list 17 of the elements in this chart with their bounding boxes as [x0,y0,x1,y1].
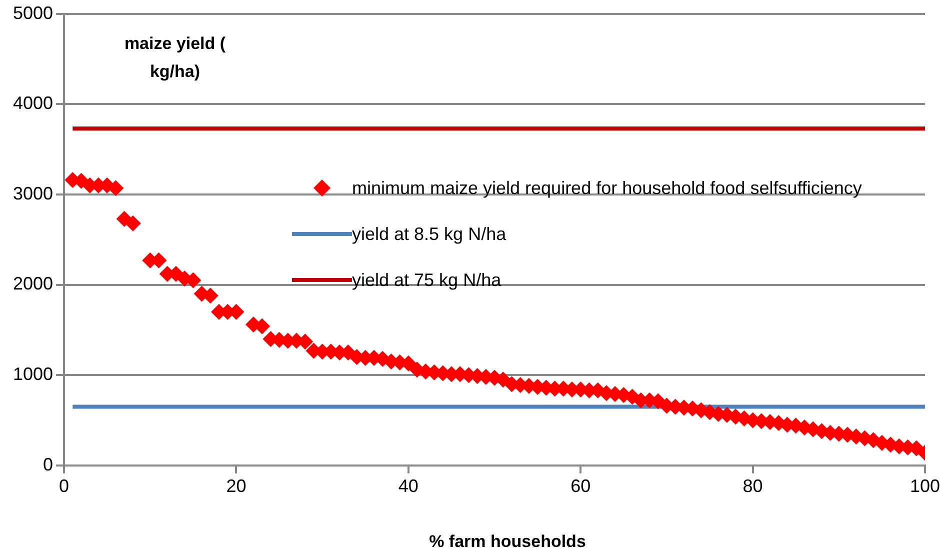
x-axis-title: % farm households [428,532,587,552]
y-tick-label: 2000 [12,274,54,294]
x-tick-label: 80 [742,476,763,496]
y-tick-label: 5000 [12,2,54,23]
y-axis-title: maize yield ( kg/ha) [123,33,227,83]
x-tick-label: 100 [910,476,940,496]
y-tick-label: 3000 [12,183,54,204]
x-tick-label: 40 [398,476,418,496]
legend-label: yield at 8.5 kg N/ha [352,223,508,246]
legend-label: minimum maize yield required for household food selfsufficiency [352,177,863,200]
y-tick-label: 4000 [12,93,54,114]
x-tick-label: 60 [570,476,591,496]
legend-label: yield at 75 kg N/ha [352,269,502,292]
x-tick-label: 20 [226,476,246,496]
y-tick-label: 1000 [12,364,54,384]
y-tick-label: 0 [43,454,54,474]
x-tick-label: 0 [59,476,70,496]
